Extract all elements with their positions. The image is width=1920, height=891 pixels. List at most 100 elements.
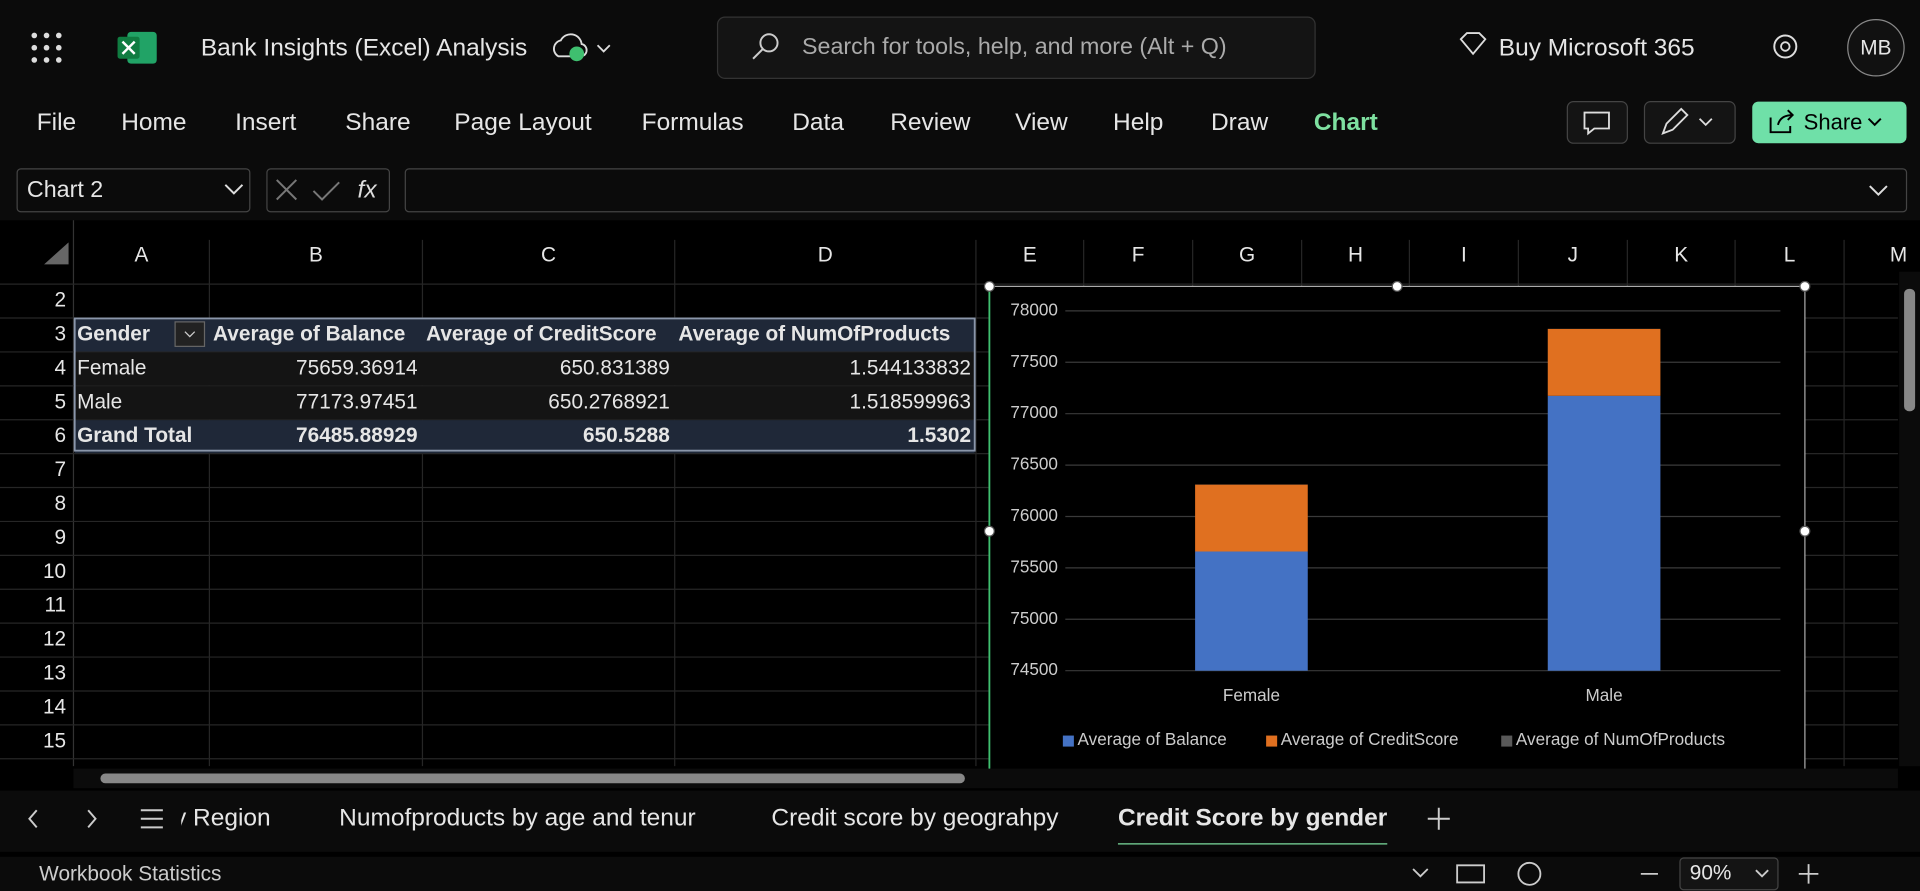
share-label[interactable]: Share [1804,109,1863,134]
y-tick-label: 77000 [1010,402,1058,422]
sheet-nav-icons[interactable] [28,807,1450,830]
resize-handle[interactable] [1799,525,1811,537]
search-box[interactable] [716,16,1316,79]
buy-link[interactable]: Buy Microsoft 365 [1499,34,1695,61]
diamond-icon [1459,32,1487,56]
y-tick-label: 75500 [1010,556,1058,576]
column-header[interactable]: M [1890,243,1907,266]
row-header[interactable]: 10 [43,560,66,583]
zoom-dropdown[interactable] [1755,869,1769,878]
sheet-tab[interactable]: Credit score by geograhpy [771,804,1059,831]
row-header[interactable]: 14 [43,695,66,718]
app-title[interactable]: Bank Insights (Excel) Analysis [201,34,527,61]
legend-swatch [1501,735,1513,747]
row-header[interactable]: 9 [55,526,67,549]
column-header[interactable]: D [818,243,833,266]
pivot-value: 650.831389 [560,356,670,379]
bar [1547,328,1661,396]
column-header[interactable]: E [1023,243,1037,266]
ribbon-tab[interactable]: View [1015,109,1068,136]
pivot-label: Female [77,356,146,379]
ribbon-tab[interactable]: Page Layout [454,109,592,136]
column-header[interactable]: J [1568,243,1578,266]
row-header[interactable]: 13 [43,662,66,685]
resize-handle[interactable] [1799,280,1811,292]
row-header[interactable]: 5 [55,390,67,413]
row-header[interactable]: 11 [45,594,67,617]
sheet-tab[interactable]: by Region [160,804,270,831]
column-header[interactable]: K [1674,243,1688,266]
formula-input[interactable] [404,168,1908,213]
pivot-header: Average of Balance [213,322,405,345]
column-header[interactable]: G [1239,243,1255,266]
ribbon-tab[interactable]: File [37,109,76,136]
row-header[interactable]: 4 [55,356,67,379]
sheet-tab[interactable]: Credit Score by gender [1118,804,1388,831]
excel-logo[interactable] [117,31,157,64]
comments-button[interactable] [1566,100,1628,144]
column-header[interactable]: H [1348,243,1363,266]
chart-area[interactable] [988,285,1806,777]
row-header[interactable]: 12 [43,628,66,651]
horizontal-scroll-thumb[interactable] [100,773,965,784]
column-header[interactable]: A [134,243,148,266]
row-header[interactable]: 6 [55,424,67,447]
formula-expand[interactable] [1869,185,1888,196]
pivot-value: 76485.88929 [296,424,417,447]
editing-button[interactable] [1643,100,1736,144]
save-status[interactable] [553,33,611,62]
ribbon-tab[interactable]: Review [890,109,971,136]
column-header-bar [0,239,1920,271]
pivot-row [74,352,975,386]
ribbon-tab[interactable]: Formulas [642,109,744,136]
ribbon-tab[interactable]: Draw [1211,109,1268,136]
function-icon[interactable]: fx [358,176,378,203]
pivot-label: Grand Total [77,424,192,447]
x-tick-label: Male [1586,685,1623,705]
search-placeholder: Search for tools, help, and more (Alt + … [802,33,1227,59]
filter-button[interactable] [174,321,206,347]
status-icons[interactable] [1412,864,1819,884]
column-header[interactable]: I [1461,243,1467,266]
ribbon-tab[interactable]: Insert [235,109,296,136]
row-header[interactable]: 15 [43,729,66,752]
name-box[interactable] [16,168,251,213]
pivot-header-row [74,318,975,352]
column-header[interactable]: C [541,243,556,266]
resize-handle[interactable] [983,525,995,537]
column-header[interactable]: L [1784,243,1796,266]
settings-icon[interactable] [1773,34,1798,59]
pivot-value: 77173.97451 [296,390,417,413]
column-header[interactable]: B [309,243,323,266]
ribbon-tab[interactable]: Data [792,109,844,136]
legend-label: Average of CreditScore [1281,729,1459,749]
name-box-value[interactable]: Chart 2 [27,176,103,202]
row-header[interactable]: 3 [55,322,67,345]
vertical-scroll-thumb[interactable] [1904,288,1916,412]
zoom-box[interactable] [1679,857,1779,891]
pencil-icon [1661,107,1713,135]
status-label[interactable]: Workbook Statistics [39,863,221,886]
avatar-initials: MB [1860,36,1891,59]
bar [1195,551,1308,671]
pivot-border [73,317,976,452]
pivot-value: 650.5288 [583,424,670,447]
column-header[interactable]: F [1132,243,1145,266]
row-header[interactable]: 7 [55,458,67,481]
zoom-value[interactable]: 90% [1690,861,1732,884]
ribbon-tab[interactable]: Share [345,109,410,136]
ribbon-tab[interactable]: Home [121,109,186,136]
row-header[interactable]: 8 [55,492,67,515]
name-box-dropdown[interactable] [224,184,244,195]
sheet-tab[interactable]: Numofproducts by age and tenur [339,804,695,831]
resize-handle[interactable] [1391,280,1403,292]
row-header[interactable]: 2 [55,289,67,312]
ribbon-tab[interactable]: Help [1113,109,1163,136]
resize-handle[interactable] [983,280,995,292]
help-icon[interactable] [1517,861,1542,886]
legend-label: Average of Balance [1078,729,1227,749]
avatar[interactable] [1847,18,1905,77]
ribbon-tab[interactable]: Chart [1314,109,1378,136]
app-launcher[interactable] [31,32,62,63]
